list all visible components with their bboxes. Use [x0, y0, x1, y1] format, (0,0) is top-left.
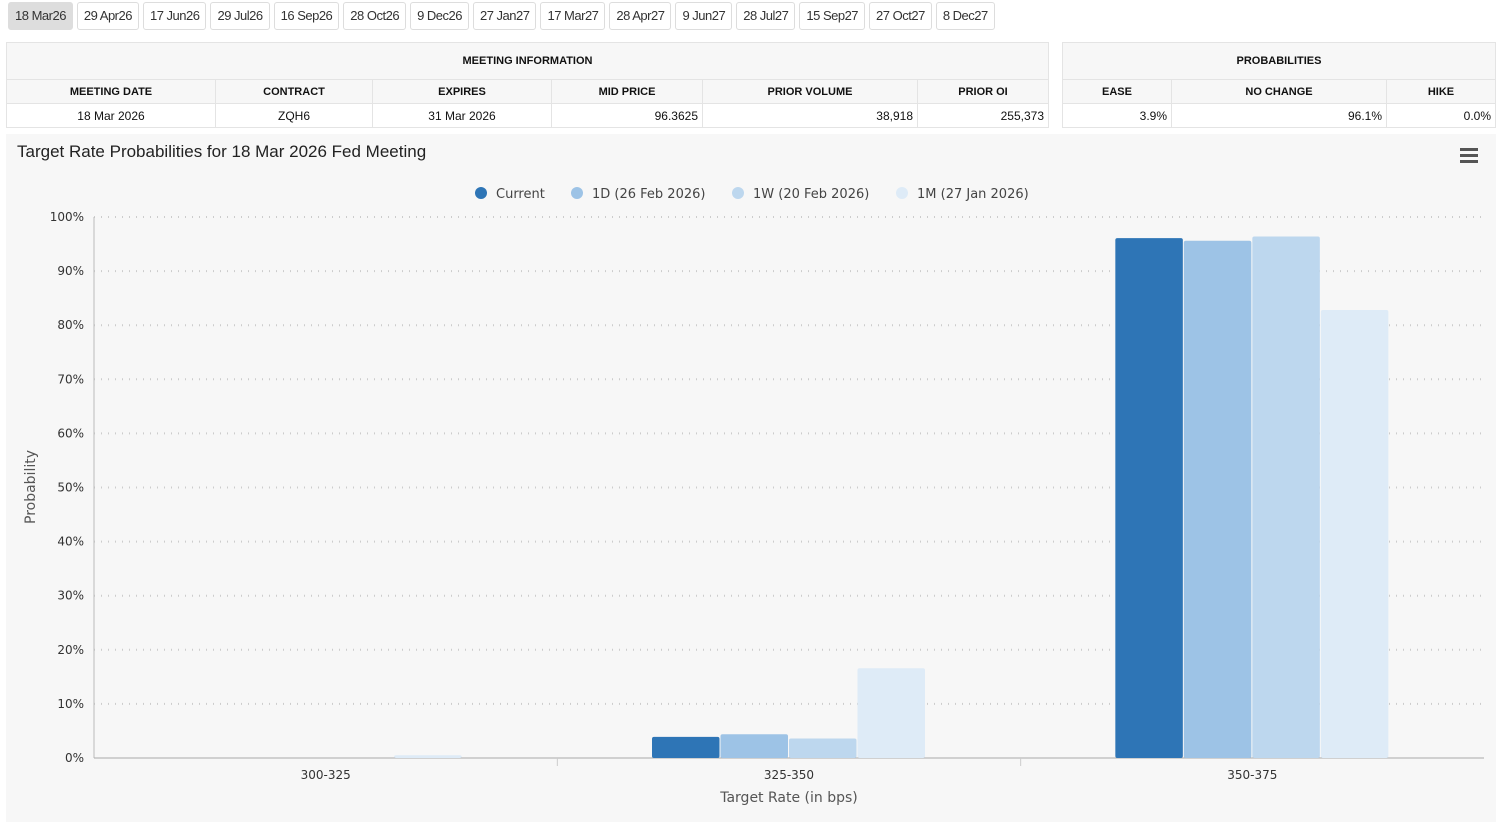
expires: 31 Mar 2026 [372, 103, 552, 128]
meeting-tab[interactable]: 18 Mar26 [8, 2, 73, 30]
meeting-tab[interactable]: 16 Sep26 [273, 2, 340, 30]
legend-marker[interactable] [896, 187, 908, 199]
bar-1m [394, 755, 462, 758]
bar-current [1115, 238, 1183, 758]
meeting-tab[interactable]: 9 Jun27 [675, 2, 733, 30]
probabilities-table: PROBABILITIES EASE NO CHANGE HIKE 3.9% 9… [1062, 42, 1496, 128]
contract: ZQH6 [215, 103, 373, 128]
y-tick-label: 0% [65, 751, 84, 765]
y-tick-label: 10% [57, 697, 84, 711]
y-tick-label: 70% [57, 372, 84, 386]
hike-value: 0.0% [1386, 103, 1496, 128]
legend-item[interactable]: Current [496, 187, 545, 202]
x-tick-label: 300-325 [301, 768, 351, 782]
meeting-tab[interactable]: 15 Sep27 [799, 2, 866, 30]
legend-marker[interactable] [475, 187, 487, 199]
legend-item[interactable]: 1W (20 Feb 2026) [753, 187, 869, 202]
legend-item[interactable]: 1D (26 Feb 2026) [592, 187, 705, 202]
meeting-tab[interactable]: 8 Dec27 [935, 2, 995, 30]
y-axis-title: Probability [23, 450, 39, 524]
legend-marker[interactable] [732, 187, 744, 199]
legend-item[interactable]: 1M (27 Jan 2026) [917, 187, 1029, 202]
y-tick-label: 60% [57, 426, 84, 440]
bar-1d [1183, 240, 1252, 758]
col-mid-price: MID PRICE [551, 79, 703, 104]
meeting-tab[interactable]: 17 Mar27 [540, 2, 606, 30]
col-ease: EASE [1062, 79, 1172, 104]
prior-oi: 255,373 [917, 103, 1049, 128]
meeting-tab[interactable]: 28 Apr27 [609, 2, 672, 30]
meeting-tab[interactable]: 29 Apr26 [76, 2, 139, 30]
y-tick-label: 50% [57, 481, 84, 495]
meeting-tab[interactable]: 17 Jun26 [142, 2, 207, 30]
mid-price: 96.3625 [551, 103, 703, 128]
bar-1m [1320, 310, 1389, 758]
col-expires: EXPIRES [372, 79, 552, 104]
col-hike: HIKE [1386, 79, 1496, 104]
bar-current [652, 736, 720, 758]
meeting-info-title: MEETING INFORMATION [6, 42, 1049, 80]
meeting-tab[interactable]: 28 Jul27 [736, 2, 796, 30]
y-tick-label: 30% [57, 589, 84, 603]
y-tick-label: 80% [57, 318, 84, 332]
meeting-date: 18 Mar 2026 [6, 103, 216, 128]
bar-1m [857, 668, 925, 758]
x-tick-label: 350-375 [1227, 768, 1277, 782]
x-tick-label: 325-350 [764, 768, 814, 782]
meeting-info-table: MEETING INFORMATION MEETING DATE CONTRAC… [6, 42, 1049, 128]
meeting-tabs: 18 Mar26 29 Apr26 17 Jun26 29 Jul26 16 Sep26… [8, 2, 995, 30]
bar-1w [789, 738, 857, 758]
col-no-change: NO CHANGE [1171, 79, 1387, 104]
hamburger-menu-icon[interactable] [1460, 148, 1478, 166]
col-prior-volume: PRIOR VOLUME [702, 79, 918, 104]
meeting-tab[interactable]: 28 Oct26 [343, 2, 407, 30]
meeting-tab[interactable]: 27 Jan27 [472, 2, 537, 30]
y-tick-label: 90% [57, 264, 84, 278]
chart-title: Target Rate Probabilities for 18 Mar 202… [17, 142, 427, 161]
meeting-tab[interactable]: 9 Dec26 [410, 2, 469, 30]
ease-value: 3.9% [1062, 103, 1172, 128]
y-tick-label: 100% [50, 210, 84, 224]
no-change-value: 96.1% [1171, 103, 1387, 128]
bar-1d [720, 734, 788, 758]
x-axis-title: Target Rate (in bps) [719, 790, 858, 806]
legend-marker[interactable] [571, 187, 583, 199]
y-tick-label: 40% [57, 535, 84, 549]
meeting-tab[interactable]: 27 Oct27 [869, 2, 932, 30]
y-tick-label: 20% [57, 643, 84, 657]
probabilities-title: PROBABILITIES [1062, 42, 1496, 80]
bar-1w [1252, 236, 1320, 758]
meeting-tab[interactable]: 29 Jul26 [210, 2, 270, 30]
